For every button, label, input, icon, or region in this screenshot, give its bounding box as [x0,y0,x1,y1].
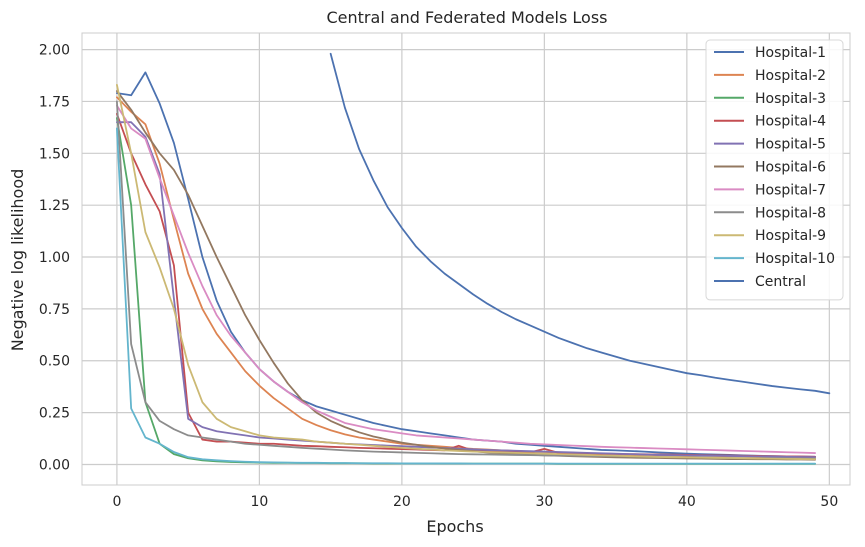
legend-label-hospital-7: Hospital-7 [755,182,826,198]
legend-label-hospital-10: Hospital-10 [755,251,835,267]
y-tick-label: 1.50 [39,146,70,162]
legend-label-hospital-3: Hospital-3 [755,91,826,107]
x-axis-label: Epochs [426,517,483,536]
series-line-hospital-9 [116,83,816,461]
y-tick-label: 2.00 [39,43,70,59]
y-tick-label: 0.00 [39,457,70,473]
legend-label-hospital-8: Hospital-8 [755,205,826,221]
y-tick-label: 0.25 [39,406,70,422]
legend-label-hospital-9: Hospital-9 [755,228,826,244]
x-tick-label: 0 [112,494,121,510]
legend-label-hospital-1: Hospital-1 [755,45,826,61]
y-tick-label: 1.25 [39,198,70,214]
x-tick-label: 50 [820,494,838,510]
series-line-hospital-5 [116,121,816,459]
x-ticks: 0 10 20 30 40 50 [112,494,838,510]
series-layer [116,52,831,465]
legend: Hospital-1 Hospital-2 Hospital-3 Hospital-4… [705,39,844,301]
series-line-hospital-10 [116,127,816,465]
chart-title: Central and Federated Models Loss [327,8,608,27]
legend-label-hospital-5: Hospital-5 [755,137,826,153]
legend-label-hospital-2: Hospital-2 [755,68,826,84]
y-tick-label: 1.75 [39,94,70,110]
series-line-central [329,52,831,395]
y-tick-label: 1.00 [39,250,70,266]
x-tick-label: 30 [535,494,553,510]
series-line-hospital-7 [116,104,816,454]
plot-frame [81,32,851,486]
legend-label-hospital-6: Hospital-6 [755,160,826,176]
y-ticks: 0.00 0.25 0.50 0.75 1.00 1.25 1.50 1.75 2.00 [39,43,70,474]
x-tick-label: 40 [678,494,696,510]
y-tick-label: 0.75 [39,302,70,318]
y-axis-label: Negative log likelihood [8,169,27,352]
x-tick-label: 10 [250,494,268,510]
y-tick-label: 0.50 [39,354,70,370]
legend-label-hospital-4: Hospital-4 [755,114,826,130]
x-tick-label: 20 [393,494,411,510]
legend-label-central: Central [755,274,806,290]
